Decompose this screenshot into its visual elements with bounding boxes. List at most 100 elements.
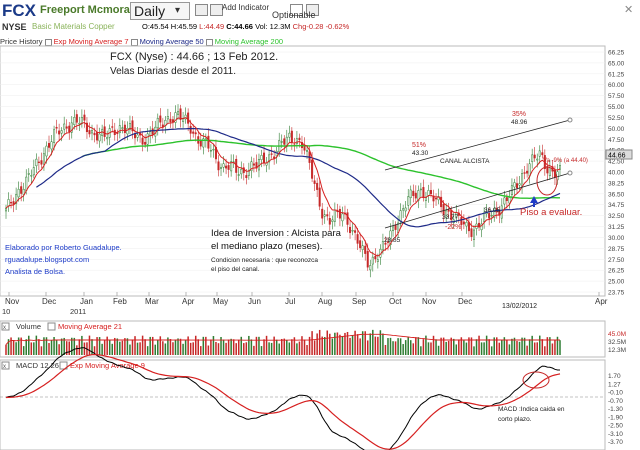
volume-bar xyxy=(116,338,119,355)
volume-bar xyxy=(399,338,402,355)
volume-bar xyxy=(187,336,189,355)
macd-close-box[interactable] xyxy=(1,361,10,370)
macd-tick-label: -3.10 xyxy=(608,431,623,438)
y-tick-label: 26.25 xyxy=(608,268,625,275)
candle-body xyxy=(306,150,309,152)
volume-bar xyxy=(184,339,187,355)
ma50-label[interactable]: Moving Average 50 xyxy=(139,37,204,46)
candle-body xyxy=(429,190,432,194)
volume-bar xyxy=(306,345,308,355)
candle-body xyxy=(384,242,387,245)
macd-ema-checkbox[interactable] xyxy=(59,361,68,370)
chevron-down-icon[interactable]: ▾ xyxy=(175,5,181,16)
quote-low: L:44.49 xyxy=(199,22,225,31)
volume-bar xyxy=(336,332,339,355)
macd-close-icon[interactable]: x xyxy=(3,364,6,370)
signal-line xyxy=(5,353,561,450)
volume-bar xyxy=(475,339,478,355)
volume-bar xyxy=(35,335,38,355)
volume-bar xyxy=(554,340,556,355)
volume-bar xyxy=(17,337,20,355)
volume-bar xyxy=(159,336,162,355)
volume-bar xyxy=(58,344,60,355)
candle-body xyxy=(50,141,53,150)
volume-bar xyxy=(473,346,475,355)
candle-body xyxy=(424,197,427,201)
price-x-axis: Nov Dec Jan Feb Mar Apr May Jun Jul Aug Sep Oct Nov D… xyxy=(2,292,608,316)
candle-body xyxy=(323,214,326,217)
candle-body xyxy=(541,152,544,156)
volume-bar xyxy=(379,330,382,355)
idea-line-1: Idea de Inversion : Alcista para xyxy=(211,228,342,239)
volume-bar xyxy=(291,339,293,355)
candle-body xyxy=(227,165,230,170)
candle-body xyxy=(341,213,344,222)
volume-bar xyxy=(528,339,531,355)
vol-ma-checkbox[interactable] xyxy=(47,322,56,331)
volume-bar xyxy=(334,332,336,355)
x-tick-label: Jan xyxy=(80,297,93,306)
volume-bar xyxy=(518,341,521,355)
volume-bar xyxy=(407,336,409,355)
volume-bar xyxy=(227,339,230,355)
period-select[interactable]: Daily xyxy=(130,2,190,20)
volume-bar xyxy=(200,346,202,355)
pct35-label: 35% xyxy=(512,111,526,118)
volume-bar xyxy=(215,341,217,355)
volume-bar xyxy=(359,338,361,355)
ema7-label[interactable]: Exp Moving Average 7 xyxy=(53,37,129,46)
chart-type-icon[interactable] xyxy=(195,4,208,16)
candle-body xyxy=(270,153,273,155)
candle-body xyxy=(169,118,172,123)
quote-change: Chg-0.28 xyxy=(292,22,324,31)
close-icon[interactable]: ✕ xyxy=(624,4,634,16)
add-indicator-icon[interactable] xyxy=(210,4,223,16)
volume-bar xyxy=(71,337,73,355)
volume-bar xyxy=(539,335,541,355)
price-tag-box xyxy=(605,149,633,160)
candle-body xyxy=(465,222,468,227)
ma50-checkbox[interactable] xyxy=(130,38,138,46)
candle-body xyxy=(70,122,73,133)
volume-bar xyxy=(189,342,192,355)
volume-bar xyxy=(389,337,392,355)
x-tick-label: Feb xyxy=(113,297,127,306)
candle-body xyxy=(432,195,435,202)
author-line-2: rguadalupe.blogspot.com xyxy=(5,255,89,264)
volume-bar xyxy=(521,337,523,355)
volume-close-icon[interactable]: x xyxy=(3,325,6,331)
volume-close-box[interactable] xyxy=(1,322,10,331)
draw-tool-icon[interactable] xyxy=(290,4,303,16)
y-tick-label: 34.75 xyxy=(608,202,625,209)
volume-bar xyxy=(154,344,157,355)
volume-bar xyxy=(283,338,286,355)
volume-bar xyxy=(326,330,329,355)
candle-body xyxy=(354,230,357,233)
x-tick-label: Dec xyxy=(42,297,56,306)
candle-body xyxy=(338,208,341,219)
candle-body xyxy=(409,189,412,199)
candle-body xyxy=(440,196,443,208)
volume-bar xyxy=(442,337,445,355)
candle-body xyxy=(27,173,30,175)
candle-body xyxy=(55,126,58,129)
candle-body xyxy=(91,130,94,134)
volume-bar xyxy=(437,345,440,355)
price-history-label[interactable]: Price History xyxy=(0,37,43,46)
ema7-checkbox[interactable] xyxy=(44,38,52,46)
volume-bar xyxy=(237,339,240,355)
volume-bar xyxy=(250,339,253,355)
candle-body xyxy=(359,240,362,249)
candle-body xyxy=(536,158,539,161)
volume-bar xyxy=(28,335,30,355)
volume-bar xyxy=(81,335,83,355)
ma200-label[interactable]: Moving Average 200 xyxy=(214,37,284,46)
candle-body xyxy=(283,138,286,145)
add-indicator-button[interactable]: Add Indicator xyxy=(222,3,270,12)
settings-icon[interactable] xyxy=(306,4,319,16)
ma200-checkbox[interactable] xyxy=(205,38,213,46)
idea-line-2: el mediano plazo (meses). xyxy=(211,241,322,252)
volume-bar xyxy=(420,346,422,355)
volume-bar xyxy=(144,339,146,355)
volume-bar xyxy=(303,339,306,355)
